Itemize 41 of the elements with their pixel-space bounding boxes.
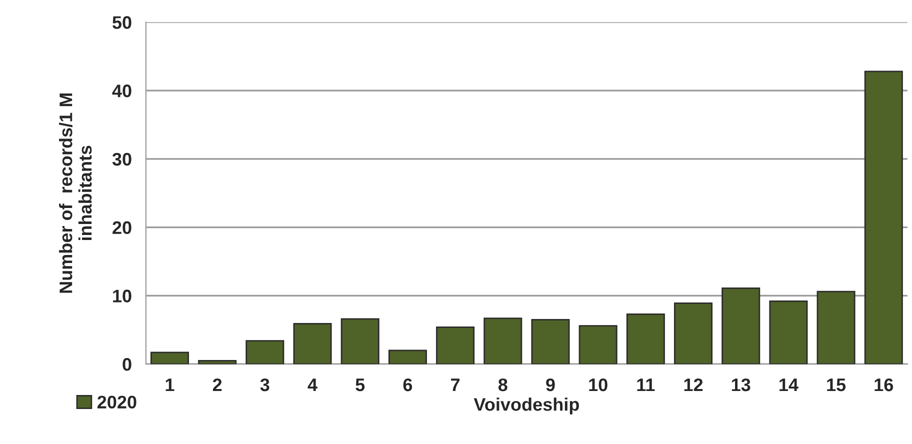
x-tick-label: 13 — [732, 378, 750, 392]
bar — [484, 318, 522, 364]
bar — [531, 318, 570, 364]
bar — [198, 360, 237, 364]
y-tick-label: 30 — [112, 152, 132, 166]
bar — [246, 340, 284, 364]
bar — [769, 300, 808, 364]
y-tick-label: 50 — [112, 16, 132, 29]
x-tick-label: 14 — [780, 378, 798, 392]
x-tick-label: 7 — [451, 378, 460, 392]
y-axis-title: Number of records/1 M inhabitants — [59, 94, 92, 293]
bar — [388, 350, 427, 364]
y-tick-label: 0 — [122, 358, 132, 371]
x-tick-label: 1 — [166, 378, 174, 392]
x-tick-label: 2 — [212, 378, 222, 392]
x-tick-label: 16 — [874, 378, 894, 392]
x-tick-label: 15 — [827, 378, 846, 392]
x-tick-label: 11 — [637, 378, 655, 392]
bar — [722, 287, 760, 364]
x-tick-label: 10 — [589, 378, 608, 392]
bar — [864, 70, 903, 364]
bar — [674, 302, 713, 364]
bar — [436, 326, 475, 364]
bar — [340, 318, 380, 364]
y-tick-label: 40 — [112, 84, 132, 98]
bar — [578, 325, 618, 364]
legend-label: 2020 — [97, 396, 136, 408]
bar — [150, 352, 189, 364]
x-tick-label: 5 — [356, 378, 365, 392]
x-tick-label: 8 — [498, 378, 508, 392]
x-tick-label: 12 — [684, 378, 703, 392]
bar — [816, 290, 856, 364]
bar — [626, 313, 665, 364]
y-tick-label: 10 — [113, 290, 132, 302]
x-axis-title: Voivodeship — [474, 398, 579, 414]
x-tick-label: 4 — [308, 378, 318, 392]
x-tick-label: 9 — [546, 378, 555, 392]
x-tick-label: 6 — [403, 378, 412, 392]
bar — [293, 323, 332, 364]
x-tick-label: 3 — [260, 378, 270, 392]
y-tick-label: 20 — [112, 221, 132, 234]
